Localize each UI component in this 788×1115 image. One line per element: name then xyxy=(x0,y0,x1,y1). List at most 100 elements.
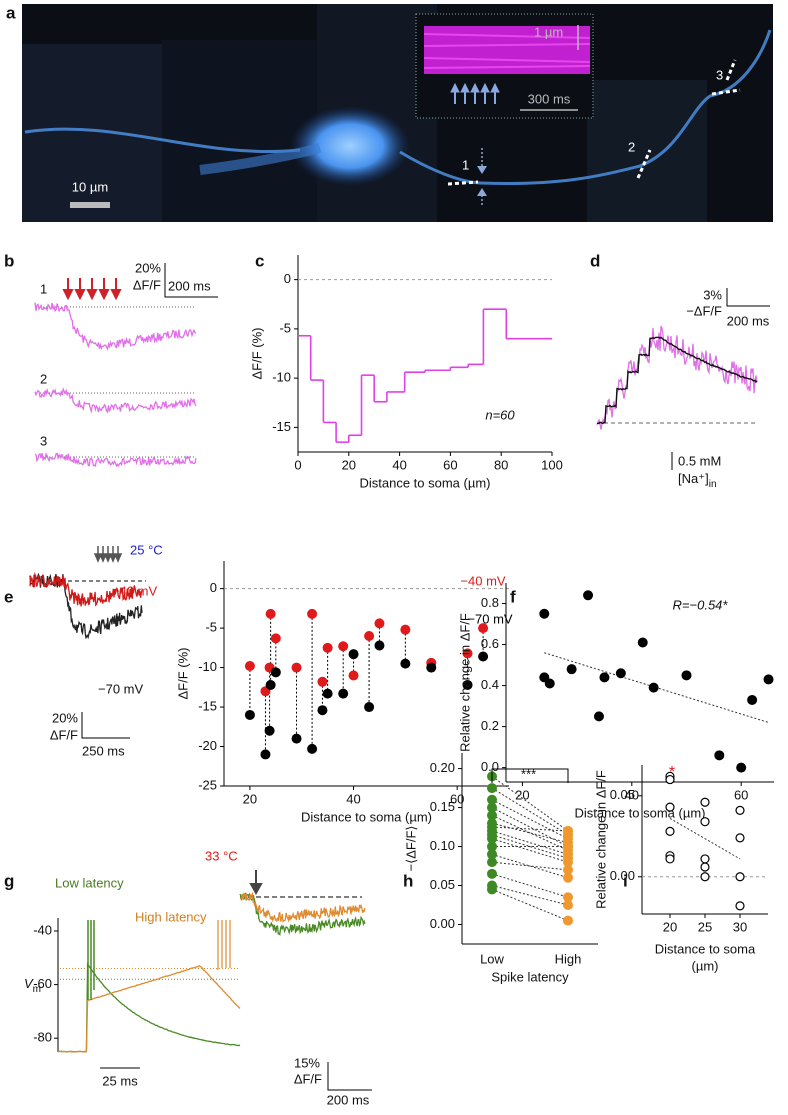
axis-title: Distance to soma (µm) xyxy=(359,475,490,490)
x-tick-label: 25 xyxy=(698,919,712,934)
scale-label: [Na⁺]in xyxy=(678,471,717,489)
series-label: −40 mV xyxy=(460,573,505,588)
point xyxy=(265,679,276,690)
y-tick-label: 0.0 xyxy=(481,759,499,774)
point xyxy=(735,805,745,815)
y-tick-label: 0.20 xyxy=(430,760,455,775)
axis-title: Spike latency xyxy=(491,969,569,984)
point xyxy=(487,857,497,868)
point xyxy=(665,802,675,812)
point xyxy=(544,678,555,689)
point xyxy=(487,884,497,895)
point xyxy=(637,637,648,648)
scale-label: 3% xyxy=(703,287,722,302)
point xyxy=(700,872,710,882)
panel-label: e xyxy=(4,587,13,606)
stim-arrow xyxy=(249,870,263,896)
x-tick-label: 20 xyxy=(663,919,677,934)
axis-title: Relative change in ΔF/F xyxy=(593,770,608,909)
point xyxy=(244,709,255,720)
point xyxy=(487,849,497,860)
x-tick-label: 60 xyxy=(734,787,748,802)
trace xyxy=(239,892,366,937)
y-tick-label: 0.6 xyxy=(481,636,499,651)
scale-bar xyxy=(164,263,218,298)
trace xyxy=(596,325,758,430)
pair-link xyxy=(491,834,569,859)
y-tick-label: 0.05 xyxy=(430,877,455,892)
y-tick-label: -15 xyxy=(272,419,291,434)
point xyxy=(563,900,573,911)
x-tick-label: 100 xyxy=(541,457,563,472)
point xyxy=(563,841,573,852)
trace xyxy=(240,891,366,923)
scale-label: 300 ms xyxy=(528,91,571,106)
scale-label: 0.5 mM xyxy=(678,453,721,468)
point xyxy=(487,833,497,844)
scale-label: ΔF/F xyxy=(133,277,161,292)
point xyxy=(665,854,675,864)
pair-link xyxy=(491,787,569,836)
panel-label: g xyxy=(4,871,14,890)
subscript: m xyxy=(33,984,41,995)
point xyxy=(462,648,473,659)
scale-label: [Na⁺] xyxy=(678,471,709,486)
point xyxy=(265,608,276,619)
y-tick-label: 0.00 xyxy=(430,916,455,931)
scale-label: ΔF/F xyxy=(50,727,78,742)
point xyxy=(563,915,573,926)
scale-label: 25 ms xyxy=(102,1073,138,1088)
point xyxy=(307,608,318,619)
point xyxy=(338,688,349,699)
point xyxy=(566,664,577,675)
pair-link xyxy=(491,885,569,906)
point xyxy=(478,623,489,634)
y-tick-label: -5 xyxy=(279,320,291,335)
panel-label: h xyxy=(403,871,413,890)
x-tick-label: 80 xyxy=(494,457,508,472)
scale-label: 200 ms xyxy=(168,278,211,293)
trace xyxy=(29,572,143,607)
y-tick-label: 0 xyxy=(284,271,291,286)
point xyxy=(322,688,333,699)
y-tick-label: 0.05 xyxy=(610,787,635,802)
panel-label: b xyxy=(4,251,14,270)
scale-bar xyxy=(81,712,130,739)
point xyxy=(317,676,328,687)
temperature: 25 °C xyxy=(130,542,163,557)
y-tick-label: -25 xyxy=(198,777,217,792)
point xyxy=(364,702,375,713)
x-tick-label: 60 xyxy=(443,457,457,472)
pair-link xyxy=(491,873,569,898)
series-label: −70 mV xyxy=(467,611,512,626)
point xyxy=(665,826,675,837)
x-tick-label: 40 xyxy=(625,787,639,802)
point xyxy=(264,725,275,736)
pair-link xyxy=(491,814,569,851)
point xyxy=(487,794,497,805)
axis-label: V xyxy=(24,976,34,991)
trace xyxy=(34,302,197,351)
point xyxy=(462,679,473,690)
point xyxy=(563,825,573,836)
y-tick-label: -15 xyxy=(198,698,217,713)
panel-label: a xyxy=(6,3,16,22)
x-tick-label: 20 xyxy=(515,787,529,802)
site-label: 1 xyxy=(462,157,469,172)
point xyxy=(260,749,271,760)
pair-link xyxy=(491,853,569,879)
y-tick-label: 0.00 xyxy=(610,868,635,883)
point xyxy=(291,662,302,673)
trace xyxy=(34,452,197,468)
subscript: in xyxy=(709,479,717,490)
y-tick-label: 0.8 xyxy=(481,595,499,610)
trace xyxy=(34,387,197,414)
point xyxy=(244,661,255,671)
point xyxy=(348,649,359,660)
point xyxy=(478,651,489,662)
y-tick-label: 0.2 xyxy=(481,718,499,733)
point xyxy=(700,854,710,864)
point xyxy=(648,682,659,693)
